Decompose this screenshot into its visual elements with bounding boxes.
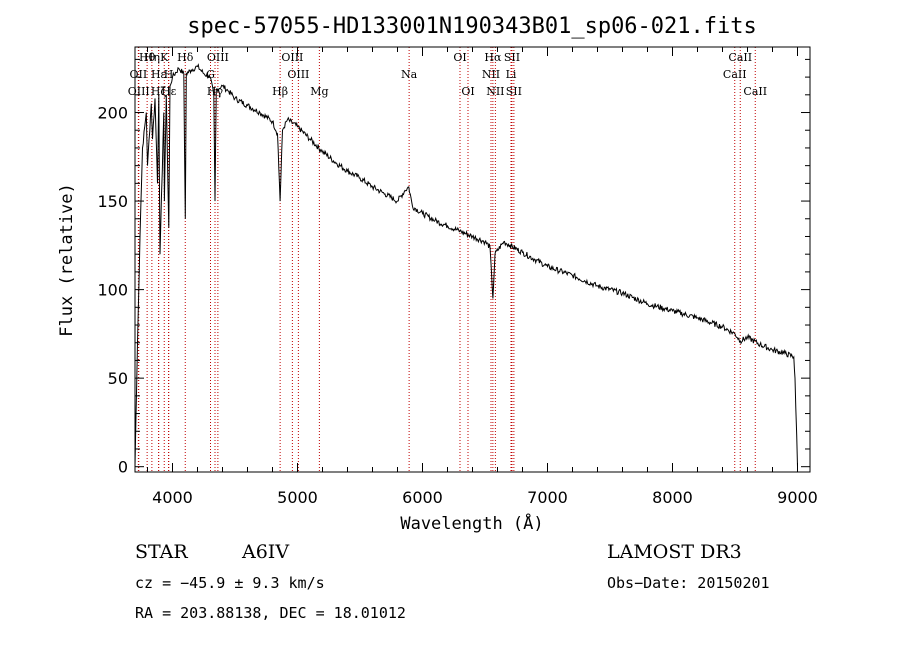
line-label-13: OIII (281, 51, 303, 64)
object-type: STAR (135, 541, 188, 563)
line-label-2: OIII (128, 85, 150, 98)
y-tick-label-2: 100 (97, 281, 128, 300)
x-axis-label: Wavelength (Å) (400, 512, 543, 534)
y-tick-label-1: 50 (108, 369, 128, 388)
x-tick-label-2: 6000 (402, 488, 443, 507)
line-label-22: NII (486, 85, 504, 98)
redshift-cz: cz = −45.9 ± 9.3 km/s (135, 574, 325, 592)
y-tick-label-0: 0 (118, 458, 128, 477)
object-subclass: A6IV (242, 541, 290, 563)
spectrum-series (134, 63, 798, 467)
line-label-14: OIII (287, 68, 309, 81)
line-label-4: Hε (151, 68, 167, 81)
y-tick-label-3: 150 (97, 192, 128, 211)
x-axis: 4000 5000 6000 7000 8000 9000 (147, 47, 818, 507)
y-tick-label-4: 200 (97, 104, 128, 123)
x-tick-label-0: 4000 (152, 488, 193, 507)
chart-title: spec-57055-HD133001N190343B01_sp06-021.f… (187, 14, 757, 39)
observation-date: Obs−Date: 20150201 (607, 574, 770, 592)
survey-name: LAMOST DR3 (607, 541, 742, 563)
line-label-19: OI (461, 85, 474, 98)
x-tick-label-3: 7000 (527, 488, 568, 507)
y-axis: 0 50 100 150 200 (97, 58, 810, 477)
x-tick-label-1: 5000 (277, 488, 318, 507)
line-label-5: Hζ (151, 85, 167, 98)
line-label-28: CaII (743, 85, 767, 98)
line-label-25: SII (506, 85, 522, 98)
line-label-27: CaII (723, 68, 747, 81)
line-label-9: Hδ (177, 51, 194, 64)
line-label-18: OI (453, 51, 466, 64)
spectrum-line (134, 63, 798, 467)
line-label-0: Hθ (139, 51, 156, 64)
line-label-15: Hβ (272, 85, 288, 98)
line-label-20: Hα (484, 51, 502, 64)
line-label-7: H (164, 68, 174, 81)
plot-frame (134, 46, 811, 473)
line-label-3: Hη (144, 51, 160, 64)
line-label-1: OII (130, 68, 148, 81)
line-label-6: K (160, 51, 169, 64)
line-label-23: SII (504, 51, 520, 64)
line-label-11: G (206, 68, 215, 81)
x-tick-label-5: 9000 (777, 488, 818, 507)
line-label-8: Hε (161, 85, 177, 98)
y-axis-label: Flux (relative) (57, 183, 77, 337)
spectral-line-markers (137, 47, 756, 472)
x-tick-label-4: 8000 (652, 488, 693, 507)
line-label-21: NII (482, 68, 500, 81)
line-label-26: CaII (728, 51, 752, 64)
coordinates: RA = 203.88138, DEC = 18.01012 (135, 604, 406, 622)
line-label-17: Na (401, 68, 418, 81)
line-label-10: OIII (207, 51, 229, 64)
line-label-16: Mg (310, 85, 328, 98)
line-label-24: Li (506, 68, 517, 81)
